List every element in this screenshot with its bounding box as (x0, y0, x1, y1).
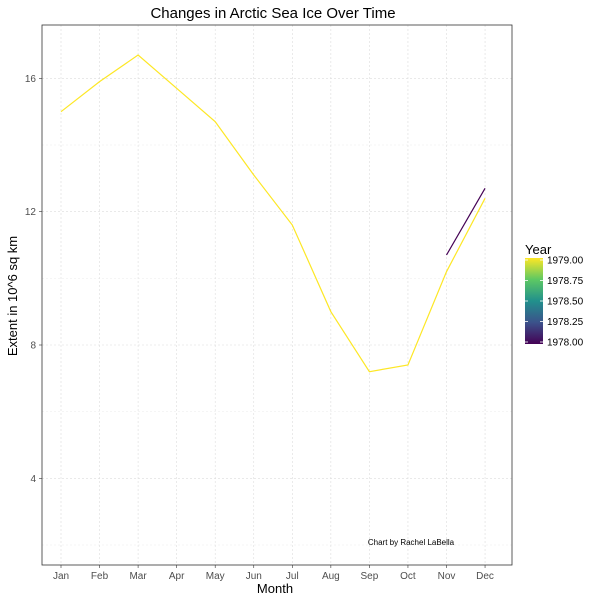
x-tick-label: May (206, 571, 225, 582)
legend: Year 1979.00 1978.75 1978.50 1978.25 1978.00 (525, 242, 584, 349)
x-axis-title: Month (257, 581, 293, 596)
legend-label: 1979.00 (547, 256, 584, 267)
x-tick-label: Mar (129, 571, 147, 582)
legend-label: 1978.00 (547, 338, 584, 349)
x-tick-label: Jun (246, 571, 262, 582)
x-tick-label: Sep (361, 571, 379, 582)
y-tick-label: 4 (30, 474, 36, 485)
x-tick-label: Dec (476, 571, 494, 582)
y-axis-title: Extent in 10^6 sq km (5, 236, 20, 356)
series-line-1978 (445, 188, 486, 256)
series-line-1979 (60, 54, 486, 373)
chart-title: Changes in Arctic Sea Ice Over Time (150, 5, 395, 22)
x-tick-label: Jul (286, 571, 299, 582)
x-tick-label: Feb (91, 571, 109, 582)
legend-label: 1978.25 (547, 317, 584, 328)
chart-caption: Chart by Rachel LaBella (368, 538, 455, 547)
x-tick-label: Apr (169, 571, 185, 582)
plot-panel: 4 8 12 16 Jan Feb Mar Apr May Jun Jul Aug Sep Oct Nov D… (25, 24, 513, 582)
x-tick-label: Aug (322, 571, 340, 582)
y-tick-label: 16 (25, 74, 37, 85)
y-tick-label: 8 (30, 341, 36, 352)
legend-title: Year (525, 242, 552, 257)
panel-border (41, 24, 513, 566)
legend-label: 1978.75 (547, 276, 584, 287)
x-tick-label: Nov (438, 571, 456, 582)
y-tick-label: 12 (25, 207, 37, 218)
legend-label: 1978.50 (547, 297, 584, 308)
x-tick-label: Jan (53, 571, 69, 582)
x-tick-label: Oct (400, 571, 416, 582)
legend-colorbar (525, 258, 543, 344)
